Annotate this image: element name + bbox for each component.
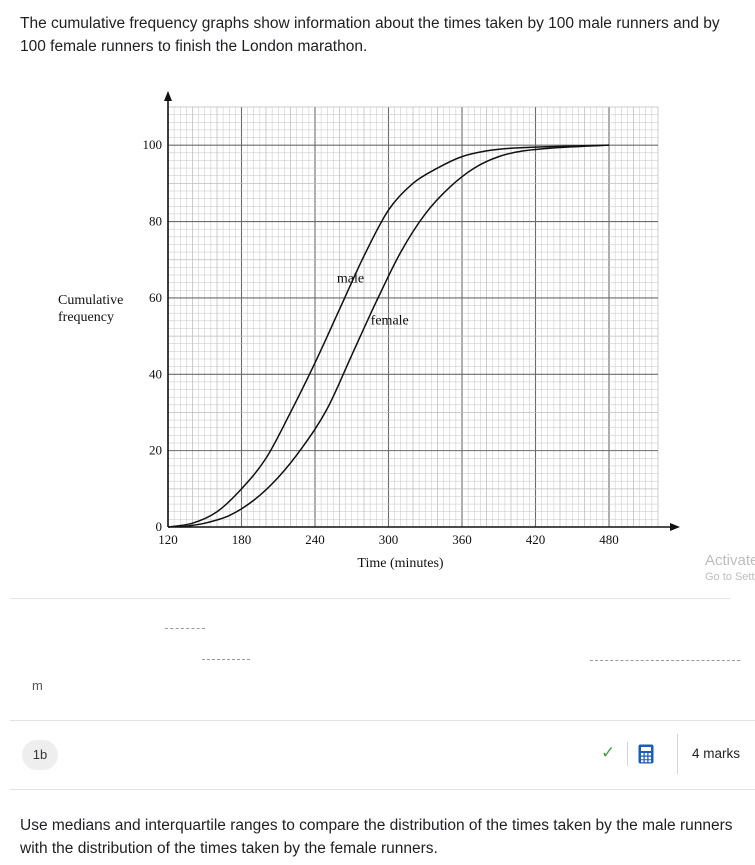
answer-area-fragments: m	[0, 590, 755, 720]
question-header-row: 1b ✓ 4 marks	[0, 722, 755, 786]
activate-subtitle: Go to Settings to activate Windows.	[705, 571, 755, 583]
calculator-icon[interactable]	[638, 744, 654, 764]
curve-label-male: male	[337, 272, 364, 287]
toolbar-separator	[627, 742, 628, 766]
fragment-dash	[202, 659, 250, 661]
x-axis-label: Time (minutes)	[357, 556, 444, 571]
curve-male	[167, 144, 610, 528]
x-tick-label: 480	[599, 532, 619, 547]
y-tick-label: 60	[149, 290, 162, 305]
x-tick-label: 240	[305, 532, 325, 547]
fragment-dash	[590, 660, 740, 662]
question-part-badge: 1b	[22, 740, 58, 770]
x-tick-label: 420	[526, 532, 546, 547]
fragment-line	[10, 598, 730, 599]
check-icon[interactable]: ✓	[601, 743, 616, 762]
chart-labels: 120 180 240 300 360 420 480 0 20 40 60 80 100 Time (m…	[58, 137, 619, 571]
x-axis-arrow	[670, 523, 680, 531]
y-tick-label: 80	[149, 214, 162, 229]
marks-label: 4 marks	[692, 746, 741, 761]
y-axis-arrow	[164, 91, 172, 101]
x-tick-label: 360	[452, 532, 472, 547]
fragment-text: m	[32, 678, 43, 693]
y-tick-label: 100	[143, 137, 163, 152]
chart-grid	[167, 106, 659, 528]
cumulative-frequency-chart: 120 180 240 300 360 420 480 0 20 40 60 80 100 Time (m…	[58, 91, 680, 571]
curve-label-female: female	[371, 314, 409, 329]
y-tick-label: 0	[156, 519, 163, 534]
x-tick-label: 180	[232, 532, 252, 547]
chart-axes	[164, 91, 680, 531]
y-tick-label: 40	[149, 366, 162, 381]
curve-female	[180, 144, 610, 528]
fragment-dash	[165, 628, 205, 630]
activate-windows-watermark: Activate Windows Go to Settings to activ…	[705, 552, 755, 583]
y-axis-label: Cumulative	[58, 293, 123, 308]
question-text: Use medians and interquartile ranges to …	[20, 817, 733, 857]
marks-separator	[677, 734, 678, 774]
activate-title: Activate Windows	[705, 552, 755, 569]
section-divider	[10, 789, 755, 790]
x-tick-label: 120	[158, 532, 178, 547]
y-axis-label: frequency	[58, 310, 114, 325]
x-tick-label: 300	[379, 532, 399, 547]
y-tick-label: 20	[149, 443, 162, 458]
section-divider	[10, 720, 755, 721]
question-intro-text: The cumulative frequency graphs show inf…	[20, 15, 720, 55]
chart-curves	[167, 144, 610, 528]
